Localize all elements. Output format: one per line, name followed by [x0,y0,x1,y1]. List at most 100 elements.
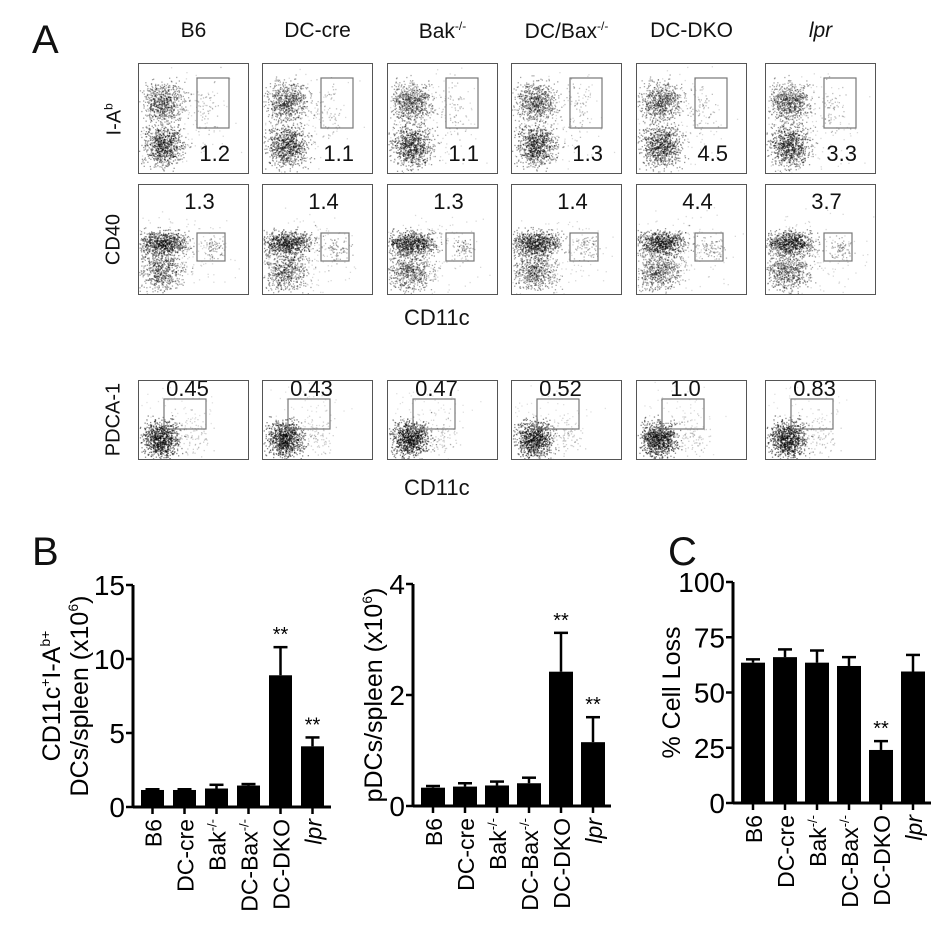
y-tick-label: 0 [709,788,725,819]
gate-percentage: 0.52 [512,381,621,400]
category-label: DC-Bax-/- [837,815,863,908]
facs-plot-r2-c4: 1.0 [636,380,747,460]
y-tick-label: 4 [389,569,405,600]
column-header-3: DC/Bax-/- [507,20,627,42]
bar-3 [237,785,260,807]
category-label: DC-DKO [549,818,575,909]
row-label-1: CD40 [103,184,126,294]
gate-box [196,77,230,129]
gate-percentage: 0.45 [139,381,248,400]
bar-1 [773,657,797,803]
bar-2 [805,662,829,803]
y-tick-label: 0 [389,791,405,822]
chart-c-cell-loss: 0 25 50 75 100 B6 DC-cre Bak-/-DC-Bax-/- ** DC-DK… [658,567,931,908]
facs-plot-r2-c2: 0.47 [387,380,498,460]
bar-4 [549,671,573,806]
category-label: B6 [421,818,447,846]
bar-5 [901,671,925,803]
gate-box [790,398,834,430]
panel-b-letter: B [32,532,59,572]
gate-percentage: 4.4 [637,191,746,213]
bar-3 [837,665,861,803]
facs-plot-r2-c1: 0.43 [262,380,373,460]
gate-percentage: 1.4 [512,191,621,213]
gate-box [694,232,724,262]
row-label-2: PDCA-1 [103,365,126,475]
bar-0 [141,789,164,807]
bar-5 [301,746,324,807]
panel-a-letter: A [32,20,59,60]
category-label: lpr [301,818,327,845]
y-axis-title: % Cell Loss [658,627,686,759]
facs-plot-r0-c5: 3.3 [765,63,876,174]
y-axis-title: pDCs/spleen (x106) [359,588,388,803]
category-label: B6 [741,815,767,843]
gate-box [196,232,226,262]
category-label: DC-DKO [869,815,895,906]
category-label: DC-DKO [269,819,295,910]
bar-2 [485,785,509,806]
category-label: Bak-/- [805,815,831,867]
category-label: Bak-/- [205,819,231,871]
y-tick-label: 25 [694,733,725,764]
facs-plot-r0-c0: 1.2 [138,63,249,174]
gate-percentage: 1.3 [572,143,603,165]
category-label: DC-cre [773,815,799,888]
significance-marker: ** [873,718,889,740]
y-axis-title: DCs/spleen (x106) [65,596,94,797]
gate-percentage: 0.47 [388,381,497,400]
gate-box [823,77,857,129]
gate-percentage: 1.0 [637,381,746,400]
column-header-2: Bak-/- [383,20,503,42]
bar-2 [205,788,228,807]
y-tick-label: 15 [94,570,125,601]
bar-5 [581,742,605,806]
y-tick-label: 75 [694,622,725,653]
gate-box [694,77,728,129]
gate-box [412,398,456,430]
y-tick-label: 5 [109,718,125,749]
gate-percentage: 1.3 [139,191,248,213]
gate-percentage: 1.1 [323,143,354,165]
gate-box [287,398,331,430]
gate-box [661,398,705,430]
gate-box [320,77,354,129]
gate-box [569,232,599,262]
y-axis-title: CD11c+I-Ab+ [37,631,66,762]
facs-plot-r2-c0: 0.45 [138,380,249,460]
gate-box [445,77,479,129]
gate-box [320,232,350,262]
gate-percentage: 1.4 [263,191,372,213]
chart-b-pdcs-per-spleen: 0 2 4 B6 DC-cre Bak-/-DC-Bax-/- ** DC-DKO ** lpr p… [359,569,611,911]
column-header-5: lpr [761,20,881,41]
gate-box [569,77,603,129]
bar-1 [173,789,196,807]
cd11c-axis-label-2: CD11c [404,475,470,501]
bar-1 [453,786,477,806]
facs-plot-r1-c5: 3.7 [765,184,876,295]
gate-percentage: 4.5 [697,143,728,165]
significance-marker: ** [305,714,321,736]
gate-percentage: 1.2 [199,143,230,165]
significance-marker: ** [585,694,601,716]
gate-percentage: 3.7 [766,191,875,213]
bar-4 [869,749,893,803]
category-label: DC-Bax-/- [517,818,543,911]
column-header-4: DC-DKO [632,20,752,41]
y-tick-label: 100 [678,567,725,598]
facs-plot-r1-c0: 1.3 [138,184,249,295]
y-tick-label: 0 [109,792,125,823]
facs-plot-r1-c4: 4.4 [636,184,747,295]
significance-marker: ** [273,624,289,646]
panel-c-letter: C [668,532,697,572]
category-label: Bak-/- [485,818,511,870]
column-header-1: DC-cre [258,20,378,41]
bar-0 [421,787,445,806]
gate-box [163,398,207,430]
category-label: B6 [141,819,167,847]
bar-0 [741,662,765,803]
facs-plot-r1-c2: 1.3 [387,184,498,295]
row-label-0: I-Ab [102,64,127,174]
y-tick-label: 10 [94,644,125,675]
bar-4 [269,675,292,807]
